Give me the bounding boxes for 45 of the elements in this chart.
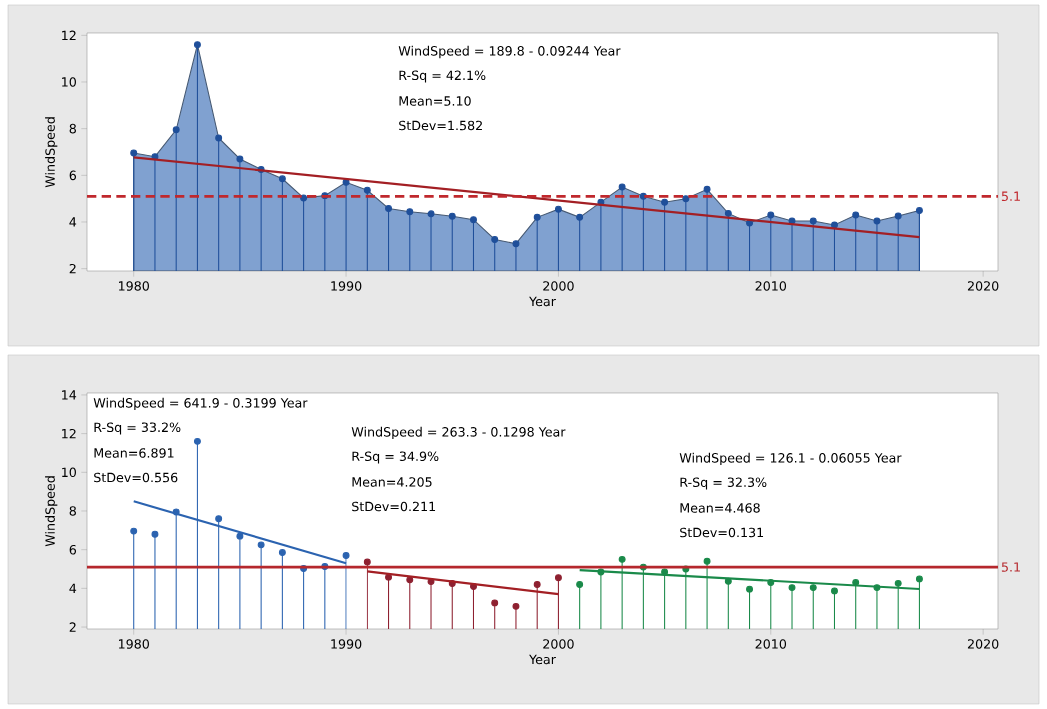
annotation: WindSpeed = 189.8 - 0.09244 Year xyxy=(398,45,621,59)
x-tick-label: 2010 xyxy=(755,281,787,291)
y-tick-label: 8 xyxy=(69,506,76,516)
y-tick-label: 6 xyxy=(69,170,77,181)
annotation: Mean=4.468 xyxy=(680,503,760,513)
y-tick-label: 2 xyxy=(69,622,76,632)
x-tick-label: 1980 xyxy=(119,281,149,291)
x-tick-label: 1990 xyxy=(331,639,362,649)
annotation: Mean=5.10 xyxy=(399,96,471,106)
annotation: R-Sq = 34.9% xyxy=(352,451,439,464)
x-tick-label: 2000 xyxy=(543,281,574,291)
y-tick-label: 6 xyxy=(69,544,77,555)
y-tick-label: 2 xyxy=(69,263,76,274)
annotation: StDev=0.131 xyxy=(680,527,764,538)
x-tick-label: 2020 xyxy=(967,281,999,291)
y-tick-label: 12 xyxy=(62,428,76,439)
annotation: Mean=4.205 xyxy=(352,477,432,487)
y-tick-label: 4 xyxy=(69,217,77,227)
x-tick-label: 1990 xyxy=(331,281,362,291)
annotation: R-Sq = 42.1% xyxy=(399,70,486,83)
y-axis-title: WindSpeed xyxy=(45,476,58,547)
x-tick-label: 1980 xyxy=(119,639,149,649)
x-axis-title: Year xyxy=(529,296,556,307)
ref-line-label: 5.1 xyxy=(1001,562,1020,572)
x-tick-label: 2020 xyxy=(967,639,999,649)
annotation: R-Sq = 32.3% xyxy=(680,477,767,490)
y-axis-title: WindSpeed xyxy=(45,117,58,188)
annotation: WindSpeed = 641.9 - 0.3199 Year xyxy=(93,397,308,411)
annotation: Mean=6.891 xyxy=(94,448,174,458)
annotation: StDev=0.211 xyxy=(352,501,436,512)
y-tick-label: 12 xyxy=(62,30,76,41)
y-tick-label: 8 xyxy=(69,123,76,134)
annotation: R-Sq = 33.2% xyxy=(94,422,181,435)
x-tick-label: 2010 xyxy=(755,639,787,649)
y-tick-label: 10 xyxy=(62,467,76,478)
y-tick-label: 10 xyxy=(62,77,76,87)
annotation: WindSpeed = 263.3 - 0.1298 Year xyxy=(351,426,566,440)
x-axis-title: Year xyxy=(529,654,556,665)
annotation: WindSpeed = 126.1 - 0.06055 Year xyxy=(679,452,902,466)
x-tick-label: 2000 xyxy=(543,639,574,649)
y-tick-label: 4 xyxy=(69,583,77,593)
annotation: StDev=1.582 xyxy=(399,120,482,131)
annotation: StDev=0.556 xyxy=(94,472,178,483)
ref-line-label: 5.1 xyxy=(1001,191,1020,202)
y-tick-label: 14 xyxy=(62,390,77,400)
